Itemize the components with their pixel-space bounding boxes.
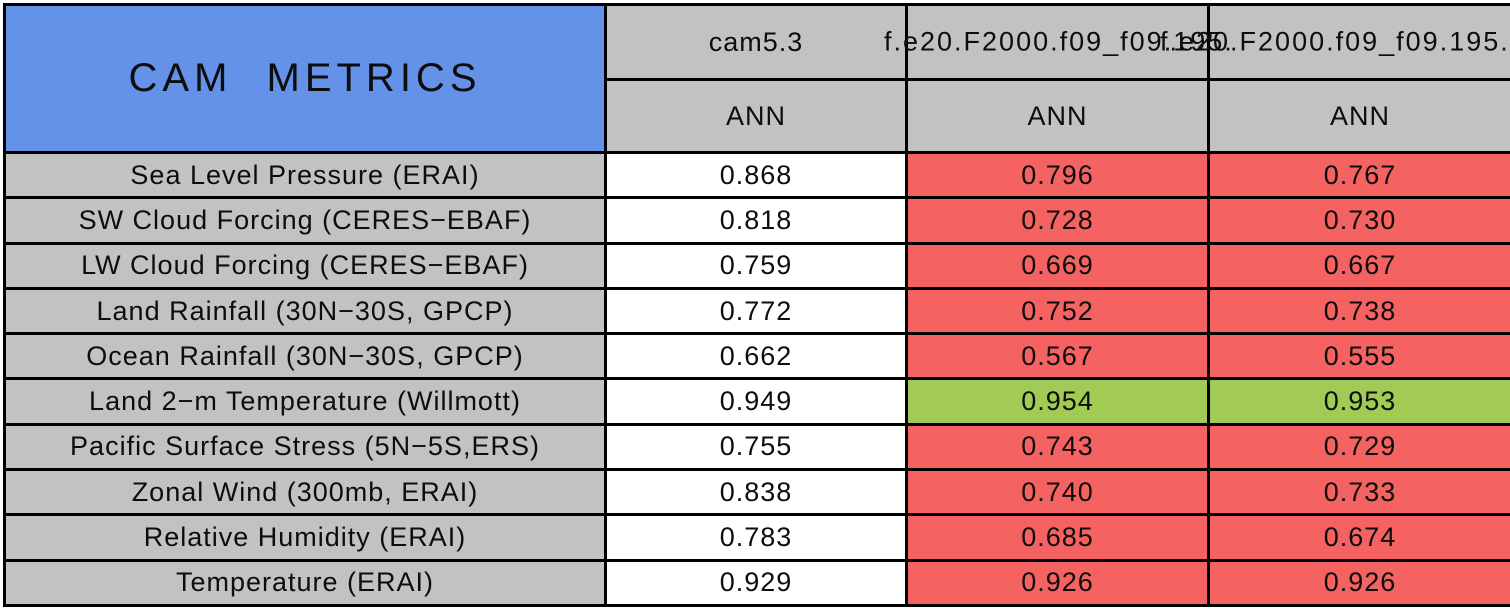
metric-label: Land 2−m Temperature (Willmott): [6, 380, 604, 423]
column-header-season-1: ANN: [908, 81, 1207, 151]
column-header-season-2: ANN: [1210, 81, 1510, 151]
metric-label: Relative Humidity (ERAI): [6, 516, 604, 559]
metric-value: 0.868: [607, 154, 905, 197]
metric-label: Zonal Wind (300mb, ERAI): [6, 471, 604, 514]
cam-metrics-table: CAM METRICS cam5.3 f.e20.F2000.f09_f09.1…: [3, 3, 1510, 607]
metric-value: 0.730: [1210, 199, 1510, 242]
case-name-label: f.e20.F2000.f09_f09.195.: [1160, 26, 1510, 57]
metric-value: 0.669: [908, 244, 1207, 287]
column-header-season-cam53: ANN: [607, 81, 905, 151]
metric-value: 0.759: [607, 244, 905, 287]
metric-value: 0.926: [1210, 561, 1510, 604]
metric-label: Land Rainfall (30N−30S, GPCP): [6, 289, 604, 333]
metric-value: 0.555: [1210, 335, 1510, 378]
metric-value: 0.740: [908, 471, 1207, 514]
metric-value: 0.796: [908, 154, 1207, 197]
metric-value: 0.772: [607, 289, 905, 333]
metric-value: 0.729: [1210, 425, 1510, 469]
column-header-case-1: f.e20.F2000.f09_f09.195.: [884, 6, 1232, 78]
metric-value: 0.743: [908, 425, 1207, 469]
case-name-label: f.e20.F2000.f09_f09.195.: [884, 26, 1234, 57]
metric-value: 0.667: [1210, 244, 1510, 287]
metric-value: 0.674: [1210, 516, 1510, 559]
metric-value: 0.783: [607, 516, 905, 559]
metric-value: 0.954: [908, 380, 1207, 423]
metric-value: 0.733: [1210, 471, 1510, 514]
metric-value: 0.953: [1210, 380, 1510, 423]
metric-value: 0.662: [607, 335, 905, 378]
metric-label: Temperature (ERAI): [6, 561, 604, 604]
metric-value: 0.949: [607, 380, 905, 423]
metric-value: 0.752: [908, 289, 1207, 333]
metric-value: 0.818: [607, 199, 905, 242]
metric-value: 0.926: [908, 561, 1207, 604]
metric-label: Ocean Rainfall (30N−30S, GPCP): [6, 335, 604, 378]
metric-value: 0.767: [1210, 154, 1510, 197]
column-header-case-cam53: cam5.3: [607, 6, 905, 78]
metric-label: Pacific Surface Stress (5N−5S,ERS): [6, 425, 604, 469]
metric-label: LW Cloud Forcing (CERES−EBAF): [6, 244, 604, 287]
metric-value: 0.838: [607, 471, 905, 514]
metric-value: 0.567: [908, 335, 1207, 378]
metric-value: 0.929: [607, 561, 905, 604]
table-title: CAM METRICS: [6, 6, 604, 151]
metric-value: 0.755: [607, 425, 905, 469]
column-header-case-2: f.e20.F2000.f09_f09.195.: [1160, 6, 1510, 78]
metric-value: 0.685: [908, 516, 1207, 559]
metric-value: 0.728: [908, 199, 1207, 242]
metric-label: SW Cloud Forcing (CERES−EBAF): [6, 199, 604, 242]
case-name-label: cam5.3: [708, 26, 804, 57]
metric-value: 0.738: [1210, 289, 1510, 333]
metric-label: Sea Level Pressure (ERAI): [6, 154, 604, 197]
